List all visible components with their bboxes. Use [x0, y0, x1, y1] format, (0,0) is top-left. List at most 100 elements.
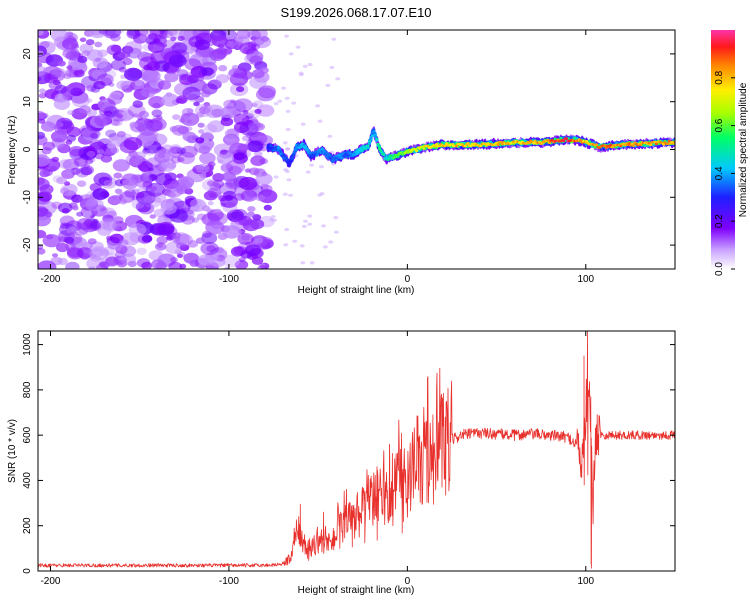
ridge-cell	[466, 142, 470, 145]
noise-blob	[162, 30, 173, 39]
noise-blob	[215, 74, 229, 84]
ridge-cell	[406, 151, 410, 154]
y-tick-label: 20	[22, 48, 33, 60]
ridge-cell	[609, 143, 613, 147]
noise-blob	[258, 135, 274, 146]
noise-blob	[55, 121, 64, 128]
noise-blob	[305, 170, 311, 174]
noise-blob	[51, 67, 66, 78]
noise-blob	[177, 157, 185, 163]
noise-blob	[161, 43, 168, 48]
noise-blob	[165, 30, 178, 36]
noise-blob	[315, 104, 321, 108]
noise-blob	[125, 153, 144, 167]
noise-blob	[317, 193, 323, 197]
spectrogram-y-ticks: -20 -10 0 10 20	[22, 48, 675, 252]
noise-blob	[239, 122, 259, 136]
noise-blob	[252, 100, 264, 109]
noise-blob	[150, 186, 157, 191]
noise-blob	[102, 112, 114, 121]
noise-blob	[145, 149, 155, 156]
noise-blob	[93, 80, 106, 90]
colorbar-tick-label: 0.8	[714, 70, 725, 84]
noise-blob	[155, 261, 167, 269]
noise-blob	[242, 219, 260, 232]
noise-blob	[281, 86, 287, 90]
noise-blob	[196, 76, 205, 82]
noise-blob	[110, 44, 122, 53]
ridge-cell	[564, 137, 569, 140]
noise-blob	[124, 41, 143, 54]
ridge-cell	[356, 151, 360, 154]
noise-blob	[100, 154, 113, 163]
noise-blob	[240, 189, 258, 202]
figure-title: S199.2026.068.17.07.E10	[280, 5, 431, 20]
noise-blob	[245, 119, 254, 126]
ridge-cell	[415, 149, 419, 152]
noise-blob	[257, 265, 269, 269]
y-tick-label: 200	[22, 517, 33, 534]
noise-blob	[194, 39, 210, 51]
noise-blob	[247, 122, 260, 131]
noise-blob	[201, 205, 210, 212]
noise-blob	[309, 163, 314, 167]
noise-blob	[229, 99, 236, 104]
y-tick-label: 400	[22, 472, 33, 489]
noise-blob	[52, 79, 61, 86]
noise-blob	[325, 83, 331, 87]
noise-blob	[299, 244, 305, 248]
noise-blob	[319, 165, 324, 169]
noise-blob	[251, 69, 265, 79]
noise-blob	[56, 176, 67, 185]
noise-blob	[135, 80, 144, 87]
noise-blob	[142, 235, 153, 243]
noise-blob	[222, 171, 236, 182]
noise-blob	[239, 70, 253, 80]
noise-blob	[171, 232, 190, 246]
x-tick-label: -200	[40, 274, 60, 285]
noise-blob	[317, 119, 323, 123]
noise-blob	[254, 108, 262, 114]
noise-blob	[67, 110, 75, 116]
ridge-cell	[282, 153, 286, 157]
noise-blob	[148, 96, 166, 108]
noise-blob	[138, 122, 158, 136]
noise-blob	[207, 201, 214, 206]
colorbar: 0.0 0.2 0.4 0.6 0.8 Normalized spectral ampl…	[711, 30, 749, 276]
colorbar-tick-label: 0.0	[714, 262, 725, 276]
noise-blob	[156, 236, 168, 245]
ridge-cell	[382, 153, 386, 157]
noise-blob	[110, 147, 120, 154]
noise-blob	[147, 40, 165, 53]
y-tick-label: 0	[22, 146, 33, 152]
noise-blob	[93, 81, 105, 90]
noise-blob	[137, 116, 143, 121]
noise-blob	[110, 119, 120, 126]
noise-blob	[283, 243, 289, 247]
noise-blob	[220, 149, 228, 155]
noise-blob	[223, 99, 237, 109]
noise-blob	[212, 179, 225, 188]
noise-blob	[82, 50, 91, 57]
noise-blob	[38, 230, 47, 239]
ridge-cell	[550, 138, 554, 142]
ridge-cell	[292, 153, 296, 156]
noise-blob	[85, 145, 96, 153]
noise-blob	[196, 213, 207, 221]
noise-blob	[108, 82, 115, 87]
noise-blob	[177, 35, 185, 42]
noise-blob	[177, 253, 183, 258]
noise-blob	[133, 174, 153, 188]
noise-blob	[180, 145, 198, 158]
y-tick-label: 800	[22, 381, 33, 398]
noise-blob	[80, 166, 93, 176]
noise-blob	[158, 80, 172, 90]
noise-blob	[38, 118, 46, 124]
noise-blob	[91, 69, 107, 80]
noise-blob	[122, 57, 133, 66]
noise-blob	[86, 150, 96, 158]
noise-blob	[97, 73, 114, 86]
noise-blob	[132, 113, 140, 118]
noise-blob	[185, 126, 193, 132]
ridge-cell	[289, 159, 293, 163]
